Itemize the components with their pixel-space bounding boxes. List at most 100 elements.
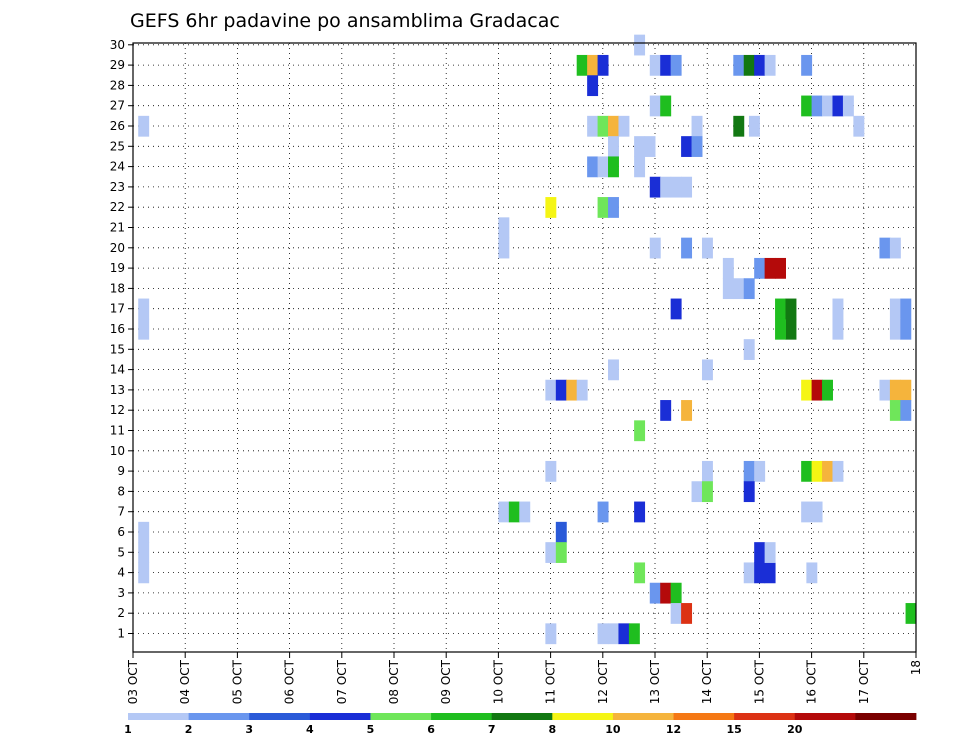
data-cell [618, 115, 630, 137]
y-tick-label: 3 [117, 586, 125, 600]
y-tick-label: 12 [110, 403, 125, 417]
data-cell [785, 318, 797, 340]
data-cell [801, 460, 813, 482]
y-tick-label: 9 [117, 464, 125, 478]
data-cell [566, 379, 578, 401]
data-cell [138, 318, 150, 340]
data-cell [832, 318, 844, 340]
x-tick-label: 07 OCT [335, 659, 349, 704]
data-cell [722, 278, 734, 300]
y-tick-label: 18 [110, 281, 125, 295]
data-cell [822, 460, 833, 482]
data-cell [775, 298, 786, 320]
legend-label: 5 [367, 723, 375, 736]
data-cell [587, 75, 599, 97]
data-cell [138, 542, 150, 563]
y-tick-label: 10 [110, 444, 125, 458]
x-tick-label: 10 OCT [491, 659, 505, 704]
y-axis-ticks: 1234567891011121314151617181920212223242… [110, 38, 133, 641]
data-cell [597, 623, 609, 645]
legend-label: 10 [605, 723, 621, 736]
data-cell [545, 379, 557, 401]
chart-title: GEFS 6hr padavine po ansamblima Gradacac [130, 10, 560, 32]
legend-swatch [794, 713, 856, 720]
data-cell [660, 176, 672, 198]
y-tick-label: 16 [110, 322, 125, 336]
data-cell [801, 95, 813, 117]
data-cell [138, 521, 150, 543]
data-cell [748, 115, 760, 137]
data-cell [660, 400, 672, 421]
legend-swatch [188, 713, 250, 720]
data-cell [764, 562, 776, 584]
data-cell [900, 379, 912, 401]
y-tick-label: 6 [117, 525, 125, 539]
data-cell [832, 95, 844, 117]
x-tick-label: 08 OCT [387, 659, 401, 704]
y-tick-label: 7 [117, 505, 125, 519]
data-cell [701, 237, 713, 259]
data-cell [701, 481, 713, 503]
y-tick-label: 13 [110, 383, 125, 397]
y-tick-label: 24 [110, 160, 125, 174]
x-tick-label: 06 OCT [283, 659, 297, 704]
data-cell [889, 298, 901, 320]
x-tick-label: 18 [909, 660, 923, 675]
x-tick-label: 17 OCT [857, 659, 871, 704]
data-cell [597, 197, 609, 218]
y-tick-label: 2 [117, 606, 125, 620]
data-cell [754, 542, 766, 563]
y-tick-label: 22 [110, 200, 125, 214]
data-cell [519, 501, 531, 523]
data-cell [811, 95, 823, 117]
data-cell [634, 136, 646, 157]
data-cell [660, 95, 672, 117]
y-tick-label: 30 [110, 38, 125, 52]
legend-label: 12 [666, 723, 681, 736]
data-cell [608, 359, 619, 381]
data-cell [634, 34, 646, 56]
color-legend: 1 2 3 4 5 6 7 8 10 12 15 20 [124, 713, 917, 736]
x-tick-label: 05 OCT [230, 659, 244, 704]
data-cell [691, 115, 703, 137]
legend-swatch [249, 713, 311, 720]
data-cell [681, 400, 693, 421]
data-cell [889, 237, 901, 259]
y-tick-label: 29 [110, 58, 125, 72]
y-tick-label: 20 [110, 241, 125, 255]
y-tick-label: 15 [110, 342, 125, 356]
legend-swatch [431, 713, 493, 720]
y-tick-label: 4 [117, 566, 125, 580]
data-cell [743, 278, 755, 300]
data-cell [764, 542, 776, 563]
x-tick-label: 15 OCT [752, 659, 766, 704]
y-tick-label: 17 [110, 302, 125, 316]
data-cell [733, 115, 745, 137]
legend-label: 2 [185, 723, 193, 736]
data-cell [597, 54, 609, 76]
data-cell [681, 603, 693, 624]
data-cell [670, 582, 682, 604]
data-cell [775, 318, 786, 340]
data-cell [634, 501, 646, 523]
legend-label: 8 [548, 723, 556, 736]
data-cell [587, 115, 599, 137]
data-cell [764, 257, 776, 279]
legend-swatch [128, 713, 190, 720]
y-tick-label: 19 [110, 261, 125, 275]
y-tick-label: 1 [117, 627, 125, 641]
data-cell [801, 379, 813, 401]
data-cell [853, 115, 865, 137]
y-tick-label: 11 [110, 424, 125, 438]
data-cell [733, 54, 745, 76]
data-cell [743, 460, 755, 482]
data-cell [889, 379, 901, 401]
data-cell [597, 501, 609, 523]
data-cell [644, 136, 656, 157]
data-cell [691, 136, 703, 157]
data-cell [681, 136, 693, 157]
x-tick-label: 09 OCT [439, 659, 453, 704]
data-cell [900, 298, 912, 320]
data-cell [555, 379, 567, 401]
data-cell [701, 460, 713, 482]
